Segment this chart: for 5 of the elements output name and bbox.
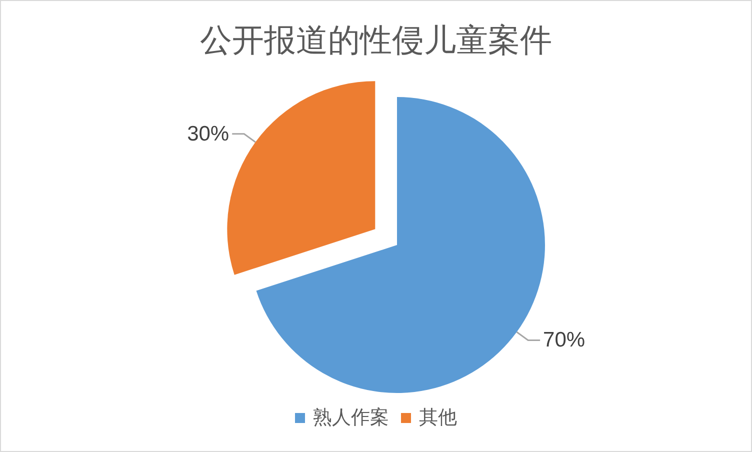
- data-label: 70%: [543, 328, 586, 352]
- legend-label: 熟人作案: [313, 406, 389, 428]
- legend-label: 其他: [419, 408, 457, 428]
- data-label: 30%: [187, 122, 230, 146]
- chart-title: 公开报道的性侵儿童案件: [200, 22, 552, 58]
